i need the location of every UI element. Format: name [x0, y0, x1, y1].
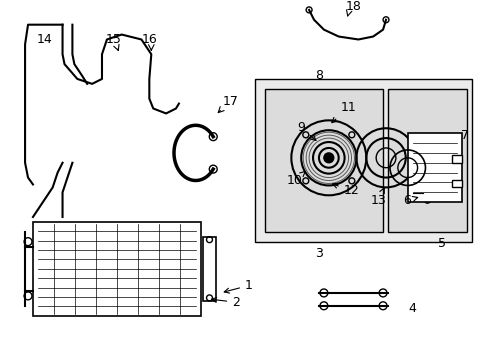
Bar: [451, 180, 461, 188]
Text: 2: 2: [211, 296, 240, 309]
Bar: [33, 222, 200, 316]
Text: 3: 3: [314, 247, 322, 260]
Bar: [254, 79, 471, 242]
Text: 16: 16: [141, 33, 157, 46]
Text: 18: 18: [345, 0, 361, 13]
Text: 4: 4: [408, 302, 416, 315]
Bar: [407, 133, 461, 202]
Bar: [264, 89, 382, 232]
Text: 1: 1: [224, 279, 252, 293]
Text: 10: 10: [286, 171, 305, 188]
Bar: [451, 155, 461, 163]
Circle shape: [323, 153, 333, 163]
Text: 8: 8: [314, 69, 322, 82]
Text: 13: 13: [369, 188, 385, 207]
Bar: [202, 237, 216, 301]
Text: 14: 14: [37, 33, 53, 46]
Text: 15: 15: [106, 33, 122, 46]
Text: 6: 6: [402, 194, 417, 207]
Text: 7: 7: [460, 129, 468, 141]
Text: 9: 9: [297, 121, 315, 140]
Text: 5: 5: [437, 237, 446, 250]
Bar: [407, 189, 427, 197]
Text: 11: 11: [331, 102, 356, 123]
Bar: [387, 89, 466, 232]
Text: 12: 12: [332, 183, 359, 197]
Text: 17: 17: [222, 95, 238, 108]
